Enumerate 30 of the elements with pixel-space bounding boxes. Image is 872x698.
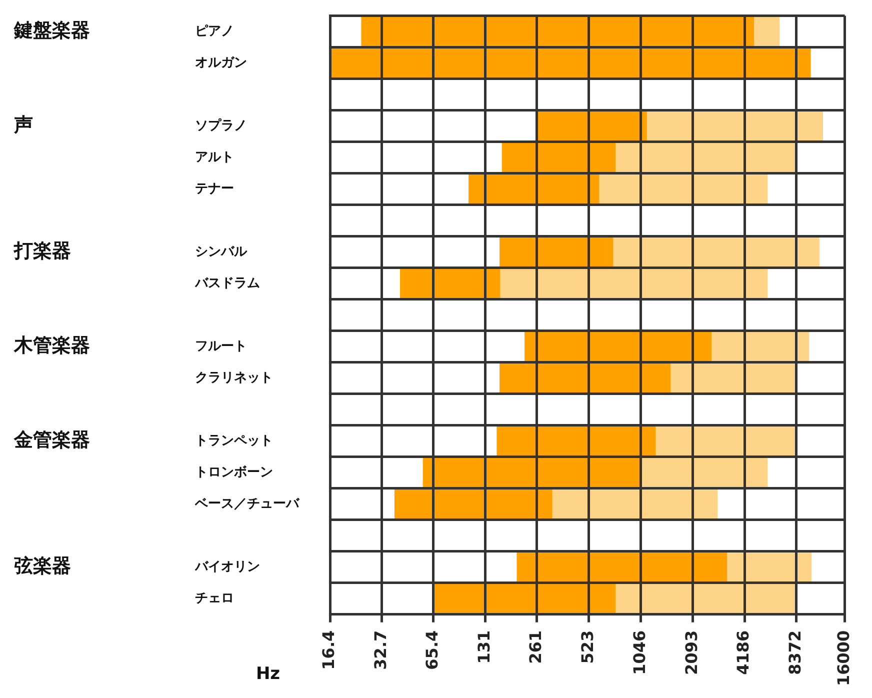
y-tick-label: クラリネット <box>195 370 273 386</box>
text: 木管楽器 <box>13 334 90 357</box>
x-tick-label: 261 <box>526 630 546 664</box>
text: 鍵盤楽器 <box>13 19 90 42</box>
y-tick-label: ベース／チューバ <box>194 496 300 512</box>
y-tick-label: ピアノ <box>195 24 234 39</box>
x-tick-label: 65.4 <box>422 630 442 670</box>
text: 声 <box>13 114 33 136</box>
x-tick-label: 4186 <box>734 630 753 675</box>
y-tick-label: トランペット <box>195 433 273 448</box>
y-tick-label: テナー <box>195 181 234 196</box>
text: 弦楽器 <box>14 555 71 578</box>
text: 金管楽器 <box>13 429 90 452</box>
x-tick-label: 16.4 <box>319 630 338 670</box>
x-tick-label: 2093 <box>682 630 701 675</box>
x-tick-label: 32.7 <box>370 630 390 670</box>
x-tick-label: 16000 <box>834 630 853 686</box>
y-tick-label: フルート <box>195 338 247 354</box>
x-axis-title: Hz <box>256 664 280 684</box>
y-tick-label: シンバル <box>195 244 248 260</box>
y-tick-label: アルト <box>195 150 234 165</box>
x-tick-label: 8372 <box>786 630 805 675</box>
y-tick-label: オルガン <box>195 55 247 70</box>
x-tick-label: 523 <box>578 630 598 664</box>
x-tick-label: 1046 <box>630 630 649 675</box>
x-tick-label: 131 <box>474 630 494 664</box>
y-tick-label: ソプラノ <box>195 117 247 134</box>
y-tick-label: チェロ <box>195 590 234 606</box>
y-tick-label: トロンボーン <box>195 464 273 480</box>
text: 打楽器 <box>13 240 71 262</box>
